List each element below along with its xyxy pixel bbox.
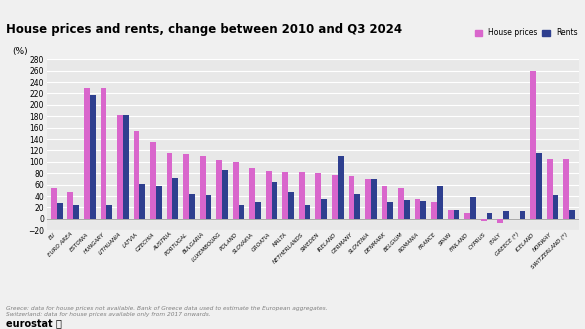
- Bar: [199, 156, 205, 219]
- Bar: [84, 88, 90, 219]
- Bar: [497, 219, 503, 223]
- Bar: [381, 187, 387, 219]
- Bar: [222, 170, 228, 219]
- Bar: [299, 171, 305, 219]
- Bar: [338, 156, 343, 219]
- Bar: [283, 171, 288, 219]
- Bar: [398, 188, 404, 219]
- Bar: [547, 159, 553, 219]
- Bar: [239, 205, 245, 219]
- Bar: [106, 205, 112, 219]
- Bar: [321, 199, 327, 219]
- Bar: [349, 176, 355, 219]
- Bar: [156, 186, 161, 219]
- Bar: [448, 210, 453, 219]
- Bar: [404, 200, 410, 219]
- Legend: House prices, Rents: House prices, Rents: [472, 25, 581, 40]
- Bar: [183, 154, 189, 219]
- Bar: [421, 201, 426, 219]
- Bar: [569, 210, 575, 219]
- Bar: [189, 194, 195, 219]
- Bar: [553, 195, 559, 219]
- Bar: [365, 179, 371, 219]
- Bar: [563, 159, 569, 219]
- Bar: [139, 184, 145, 219]
- Bar: [431, 202, 437, 219]
- Bar: [487, 213, 493, 219]
- Bar: [536, 153, 542, 219]
- Bar: [123, 114, 129, 219]
- Bar: [233, 162, 239, 219]
- Bar: [415, 199, 421, 219]
- Bar: [288, 192, 294, 219]
- Bar: [266, 171, 271, 219]
- Bar: [371, 179, 377, 219]
- Bar: [133, 131, 139, 219]
- Bar: [173, 178, 178, 219]
- Bar: [255, 202, 261, 219]
- Bar: [355, 194, 360, 219]
- Bar: [519, 212, 525, 219]
- Bar: [470, 197, 476, 219]
- Bar: [481, 219, 487, 221]
- Bar: [167, 153, 173, 219]
- Bar: [216, 160, 222, 219]
- Bar: [531, 71, 536, 219]
- Bar: [437, 187, 443, 219]
- Bar: [387, 202, 393, 219]
- Bar: [101, 88, 106, 219]
- Bar: [73, 205, 79, 219]
- Bar: [332, 175, 338, 219]
- Bar: [464, 213, 470, 219]
- Bar: [205, 195, 211, 219]
- Text: House prices and rents, change between 2010 and Q3 2024: House prices and rents, change between 2…: [6, 23, 402, 36]
- Bar: [57, 204, 63, 219]
- Bar: [67, 192, 73, 219]
- Bar: [150, 142, 156, 219]
- Text: (%): (%): [12, 47, 28, 56]
- Bar: [51, 188, 57, 219]
- Bar: [503, 211, 509, 219]
- Text: eurostat ⓔ: eurostat ⓔ: [6, 319, 62, 329]
- Bar: [90, 94, 95, 219]
- Bar: [117, 115, 123, 219]
- Bar: [453, 210, 459, 219]
- Bar: [271, 182, 277, 219]
- Bar: [249, 167, 255, 219]
- Bar: [315, 173, 321, 219]
- Bar: [305, 205, 311, 219]
- Text: Greece: data for house prices not available. Bank of Greece data used to estimat: Greece: data for house prices not availa…: [6, 306, 328, 317]
